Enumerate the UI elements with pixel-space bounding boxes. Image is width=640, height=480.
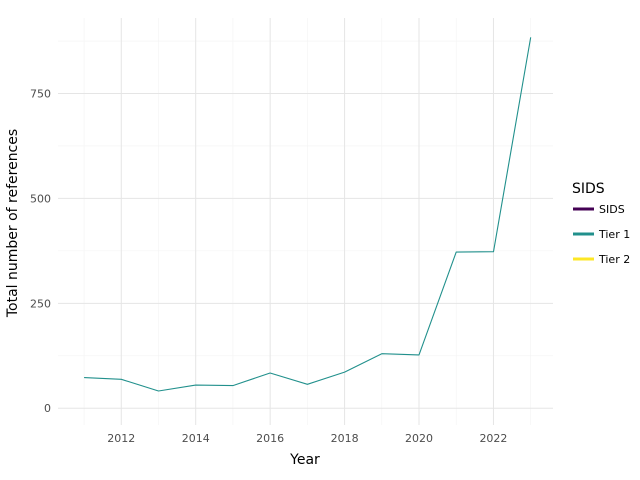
x-axis-title: Year (289, 452, 320, 468)
legend-label: Tier 2 (598, 253, 630, 266)
major-gridlines (58, 18, 553, 425)
legend: SIDS SIDS Tier 1 Tier 2 (572, 181, 630, 266)
series-layer (84, 37, 532, 392)
x-tick-label: 2020 (405, 432, 433, 445)
legend-label: Tier 1 (598, 228, 630, 241)
x-tick-label: 2014 (182, 432, 210, 445)
x-tick-label: 2022 (479, 432, 507, 445)
x-tick-label: 2012 (107, 432, 135, 445)
y-tick-label: 0 (44, 402, 51, 415)
y-tick-label: 750 (30, 88, 51, 101)
series-line-tier-1 (84, 37, 532, 392)
y-tick-label: 250 (30, 297, 51, 310)
x-tick-label: 2018 (331, 432, 359, 445)
legend-title: SIDS (572, 181, 605, 197)
y-axis-title: Total number of references (5, 129, 21, 318)
x-axis-ticks: 2012 2014 2016 2018 2020 2022 (107, 432, 507, 445)
y-axis-ticks: 0 250 500 750 (30, 88, 51, 416)
y-tick-label: 500 (30, 192, 51, 205)
x-tick-label: 2016 (256, 432, 284, 445)
minor-gridlines (58, 18, 553, 425)
legend-label: SIDS (599, 203, 625, 216)
